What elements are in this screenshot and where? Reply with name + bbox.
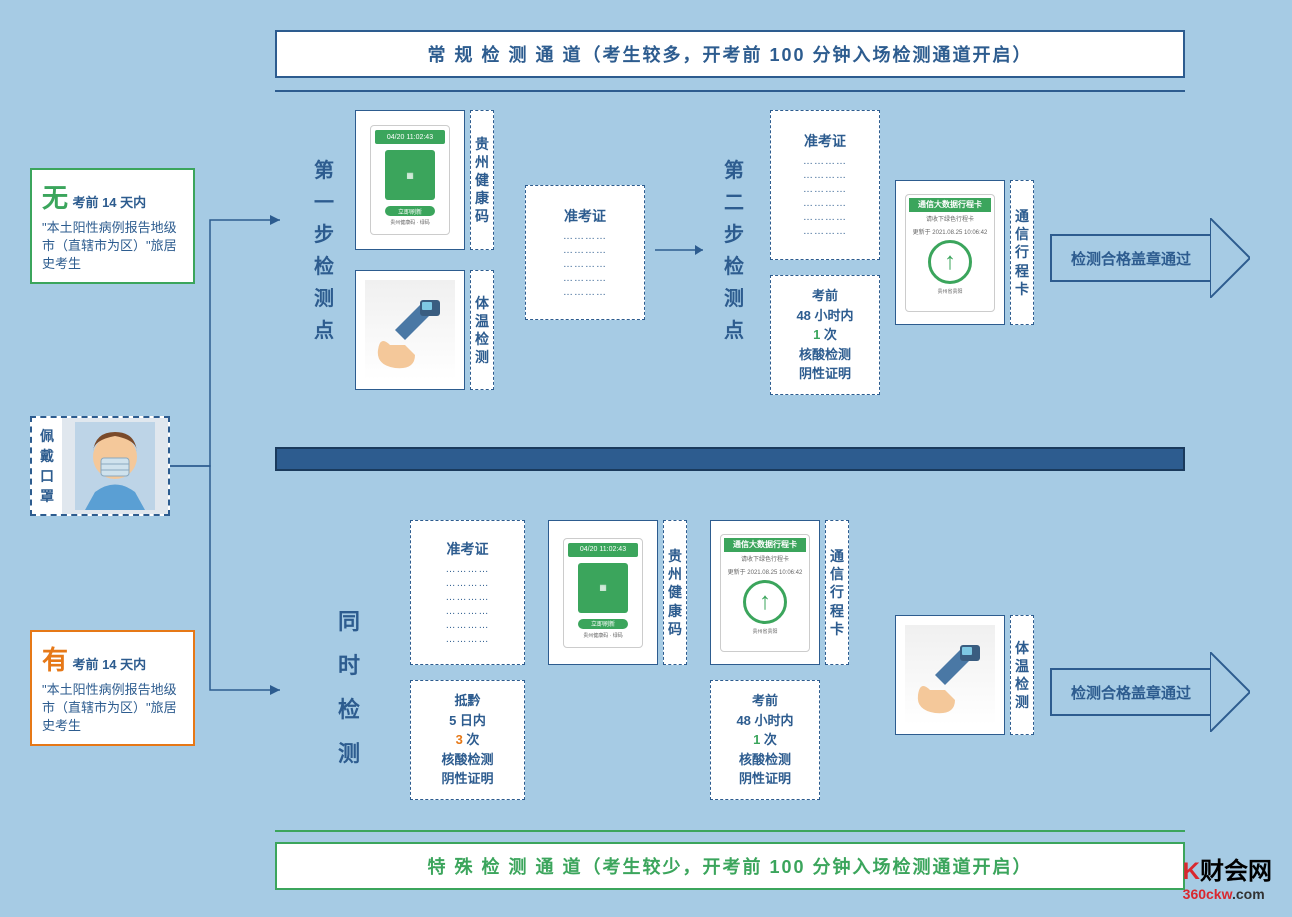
top-banner: 常 规 检 测 通 道（考生较多，开考前 100 分钟入场检测通道开启） (275, 30, 1185, 78)
t48b-unit: 次 (760, 732, 777, 747)
travel-top-label: 通信行程卡 (1010, 180, 1034, 325)
qr-icon: ▦ (385, 150, 435, 200)
ticket-step2: 准考证 ……………………………………………………………… (770, 110, 880, 260)
ticket2-title: 准考证 (804, 131, 846, 151)
top-rule (275, 90, 1185, 92)
t5-unit: 次 (463, 732, 480, 747)
tc-s1: 请收下绿色行程卡 (926, 214, 974, 223)
hc-time: 04/20 11:02:43 (375, 130, 445, 144)
thermo-top-label: 体温检测 (470, 270, 494, 390)
mask-label: 佩戴口罩 (32, 418, 62, 514)
t5-l1: 抵黔 (441, 691, 493, 711)
hc-time2: 04/20 11:02:43 (568, 543, 638, 557)
ticket-dots: …………………………………………………… (563, 230, 607, 300)
ticket-title: 准考证 (564, 206, 606, 226)
thermo-bot (895, 615, 1005, 735)
test5d: 抵黔 5 日内 3 次 核酸检测 阴性证明 (410, 680, 525, 800)
logo-k: K (1183, 858, 1200, 885)
qr-icon2: ▦ (578, 563, 628, 613)
t48b-l1: 考前 (736, 691, 793, 711)
result-top: 检测合格盖章通过 (1050, 218, 1250, 298)
healthcode-top-label: 贵州健康码 (470, 110, 494, 250)
t5-l5: 阴性证明 (441, 769, 493, 789)
mask-box: 佩戴口罩 (30, 416, 170, 516)
hc-btn2: 立即刷新 (578, 619, 628, 629)
entry-no-big: 无 (42, 183, 68, 213)
tc-head: 通信大数据行程卡 (909, 198, 991, 212)
top-banner-text: 常 规 检 测 通 道（考生较多，开考前 100 分钟入场检测通道开启） (427, 41, 1032, 67)
arrow-step12 (655, 240, 715, 260)
test48-top: 考前 48 小时内 1 次 核酸检测 阴性证明 (770, 275, 880, 395)
tc-head2: 通信大数据行程卡 (724, 538, 806, 552)
step1-label: 第一步检测点 (310, 155, 338, 347)
tc-s2b: 更新于 2021.08.25 10:06:42 (728, 567, 803, 576)
hc-foot: 贵州健康码 · 绿码 (375, 219, 445, 226)
logo-cn: 财会网 (1200, 858, 1272, 885)
bottom-rule (275, 830, 1185, 832)
t48b-l4: 核酸检测 (736, 750, 793, 770)
entry-yes-big: 有 (42, 645, 68, 675)
tc-loc2: 贵州省贵阳 (752, 628, 777, 635)
thermo-top (355, 270, 465, 390)
ticket-top: 准考证 …………………………………………………… (525, 185, 645, 320)
stepsim-label: 同时检测 (335, 600, 363, 776)
healthcode-top: 04/20 11:02:43 ▦ 立即刷新 贵州健康码 · 绿码 (355, 110, 465, 250)
result-bot-text: 检测合格盖章通过 (1071, 682, 1191, 703)
ticketb-dots: ……………………………………………………………… (446, 563, 490, 647)
up-arrow-icon: ↑ (928, 240, 972, 284)
tc-s2: 更新于 2021.08.25 10:06:42 (913, 227, 988, 236)
bottom-banner: 特 殊 检 测 通 道（考生较少，开考前 100 分钟入场检测通道开启） (275, 842, 1185, 890)
logo-en: 360ckw (1183, 886, 1232, 902)
result-bot: 检测合格盖章通过 (1050, 652, 1250, 732)
healthcode-bot-label: 贵州健康码 (663, 520, 687, 665)
t48-l4: 核酸检测 (796, 345, 853, 365)
divider-bar (275, 447, 1185, 471)
t48-l2: 48 小时内 (796, 306, 853, 326)
t48-l1: 考前 (796, 286, 853, 306)
bottom-banner-text: 特 殊 检 测 通 道（考生较少，开考前 100 分钟入场检测通道开启） (427, 853, 1032, 879)
travel-bot: 通信大数据行程卡 请收下绿色行程卡 更新于 2021.08.25 10:06:4… (710, 520, 820, 665)
site-logo: K财会网 360ckw.com (1183, 851, 1272, 902)
entry-no-small: 考前 14 天内 (72, 195, 146, 210)
tc-s1b: 请收下绿色行程卡 (741, 554, 789, 563)
logo-dom: .com (1232, 886, 1265, 902)
mask-avatar (62, 418, 168, 514)
entry-yes-small: 考前 14 天内 (72, 657, 146, 672)
travel-top: 通信大数据行程卡 请收下绿色行程卡 更新于 2021.08.25 10:06:4… (895, 180, 1005, 325)
entry-no-desc: "本土阳性病例报告地级市（直辖市为区）"旅居史考生 (42, 219, 183, 274)
t5-l2: 5 日内 (441, 711, 493, 731)
healthcode-bot: 04/20 11:02:43 ▦ 立即刷新 贵州健康码 · 绿码 (548, 520, 658, 665)
result-top-text: 检测合格盖章通过 (1071, 248, 1191, 269)
hc-btn: 立即刷新 (385, 206, 435, 216)
travel-bot-label: 通信行程卡 (825, 520, 849, 665)
test48-bot: 考前 48 小时内 1 次 核酸检测 阴性证明 (710, 680, 820, 800)
hc-foot2: 贵州健康码 · 绿码 (568, 632, 638, 639)
ticketb-title: 准考证 (447, 539, 489, 559)
ticket-bot: 准考证 ……………………………………………………………… (410, 520, 525, 665)
tc-loc: 贵州省贵阳 (937, 288, 962, 295)
t48-l5: 阴性证明 (796, 364, 853, 384)
t48-unit: 次 (820, 327, 837, 342)
ticket2-dots: ……………………………………………………………… (803, 155, 847, 239)
step2-label: 第二步检测点 (720, 155, 748, 347)
t5-l4: 核酸检测 (441, 750, 493, 770)
t5-num: 3 (456, 732, 463, 747)
t48b-l5: 阴性证明 (736, 769, 793, 789)
thermo-bot-label: 体温检测 (1010, 615, 1034, 735)
entry-yes-desc: "本土阳性病例报告地级市（直辖市为区）"旅居史考生 (42, 681, 183, 736)
up-arrow-icon2: ↑ (743, 580, 787, 624)
t48b-l2: 48 小时内 (736, 711, 793, 731)
